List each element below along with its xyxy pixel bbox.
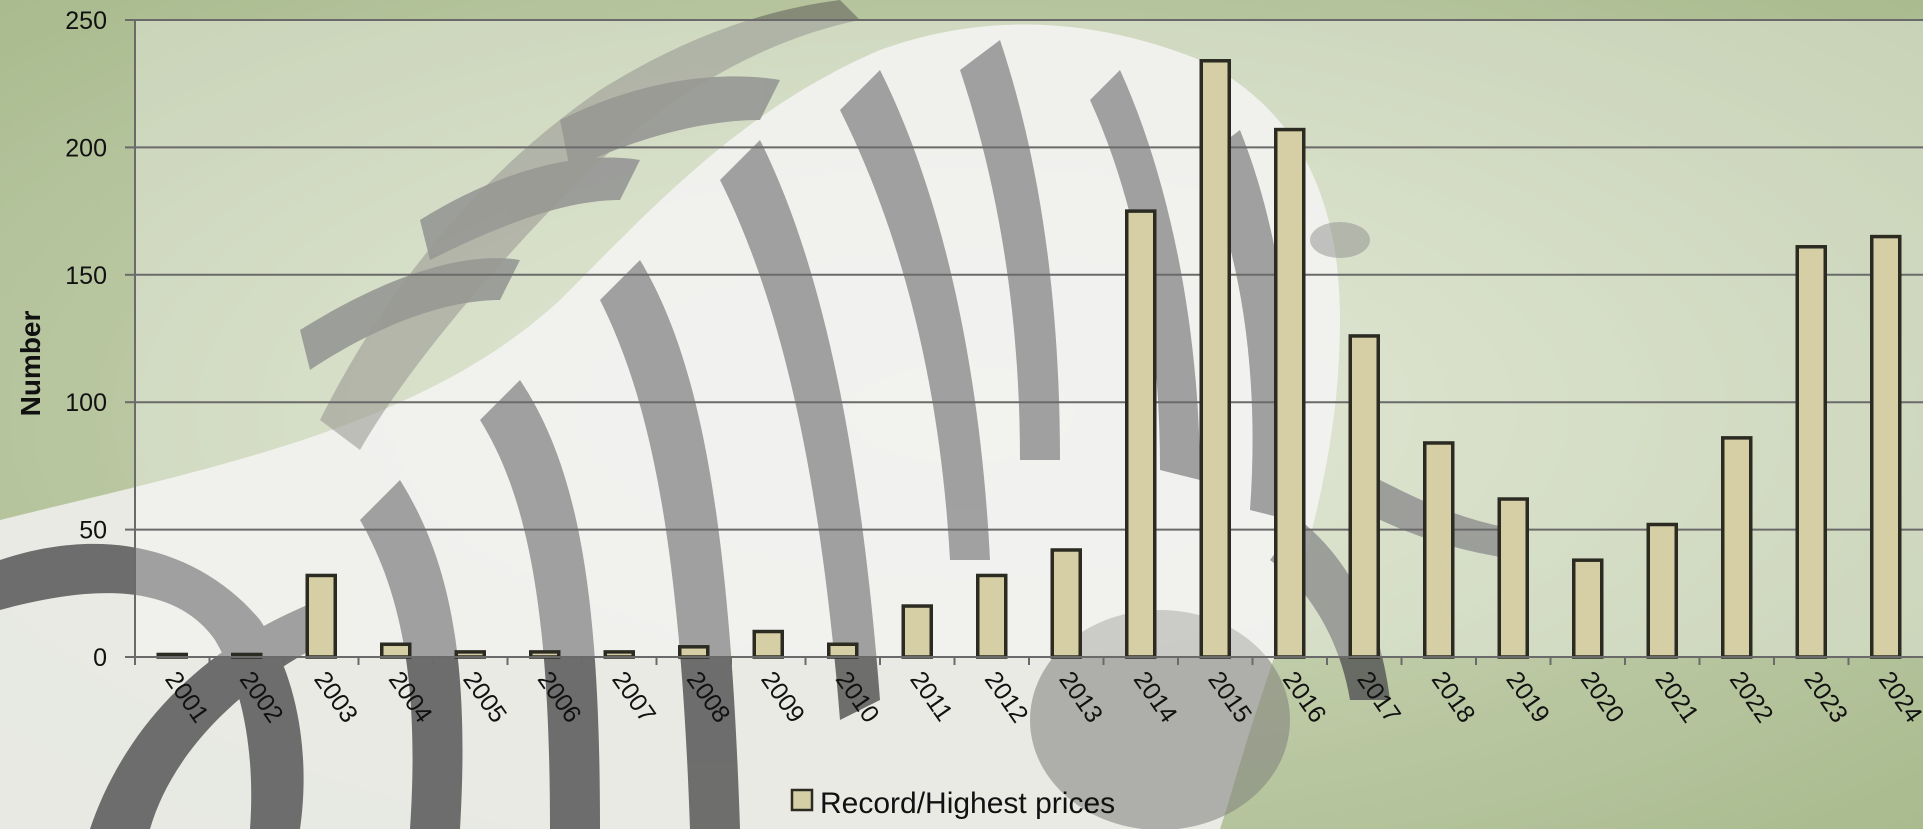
y-tick-label: 50 xyxy=(79,517,107,545)
x-tick-label: 2017 xyxy=(1351,666,1406,728)
y-tick-label: 150 xyxy=(65,262,107,290)
bar-2023 xyxy=(1795,245,1827,659)
bar-2004 xyxy=(380,642,412,659)
y-axis-ticks: 0 50 100 150 200 250 xyxy=(65,7,136,672)
x-tick-label: 2021 xyxy=(1649,666,1704,728)
x-axis-tick-labels: 2001 2002 2003 2004 2005 2006 2007 2008 2009 2010… xyxy=(159,666,1923,728)
x-axis xyxy=(134,656,1923,665)
plot-area xyxy=(135,20,1923,657)
x-tick-label: 2022 xyxy=(1724,666,1779,728)
x-tick-label: 2004 xyxy=(383,666,438,728)
x-tick-label: 2018 xyxy=(1426,666,1481,728)
x-tick-label: 2016 xyxy=(1277,666,1332,728)
y-tick-label: 250 xyxy=(65,7,107,35)
y-tick-label: 0 xyxy=(93,644,107,672)
x-tick-label: 2011 xyxy=(904,666,958,726)
x-tick-label: 2009 xyxy=(755,666,810,728)
bar-2009 xyxy=(752,629,784,659)
x-tick-label: 2020 xyxy=(1575,666,1630,728)
x-tick-label: 2015 xyxy=(1202,666,1257,728)
bar-2021 xyxy=(1646,522,1678,659)
x-tick-label: 2008 xyxy=(681,666,736,728)
bar-2011 xyxy=(901,604,933,659)
legend-swatch xyxy=(790,788,814,812)
bar-2012 xyxy=(976,573,1008,659)
legend: Record/Highest prices xyxy=(790,787,1115,820)
bar-2010 xyxy=(827,642,859,659)
bar-2013 xyxy=(1050,548,1082,659)
x-tick-label: 2005 xyxy=(457,666,512,728)
x-tick-label: 2014 xyxy=(1128,666,1183,728)
x-tick-label: 2010 xyxy=(830,666,885,728)
bar-2003 xyxy=(305,573,337,659)
y-axis-title: Number xyxy=(15,311,46,417)
bar-2024 xyxy=(1870,234,1902,659)
bar-2015 xyxy=(1199,59,1231,659)
bar-2022 xyxy=(1721,436,1753,659)
bar-2018 xyxy=(1423,441,1455,659)
bars xyxy=(156,59,1902,659)
x-tick-label: 2023 xyxy=(1798,666,1853,728)
bar-2008 xyxy=(678,645,710,659)
x-tick-label: 2012 xyxy=(979,666,1034,728)
x-tick-label: 2007 xyxy=(606,666,661,728)
x-tick-label: 2001 xyxy=(159,666,214,728)
bar-2017 xyxy=(1348,334,1380,659)
x-tick-label: 2019 xyxy=(1500,666,1555,728)
x-tick-label: 2003 xyxy=(308,666,363,728)
x-tick-label: 2013 xyxy=(1053,666,1108,728)
legend-label: Record/Highest prices xyxy=(820,787,1115,820)
bar-2014 xyxy=(1125,209,1157,659)
x-tick-label: 2006 xyxy=(532,666,587,728)
bar-2020 xyxy=(1572,558,1604,659)
y-tick-label: 100 xyxy=(65,389,107,417)
x-tick-label: 2002 xyxy=(234,666,289,728)
bar-2019 xyxy=(1497,497,1529,659)
y-tick-label: 200 xyxy=(65,134,107,162)
bar-2016 xyxy=(1274,127,1306,659)
x-tick-label: 2024 xyxy=(1873,666,1923,728)
